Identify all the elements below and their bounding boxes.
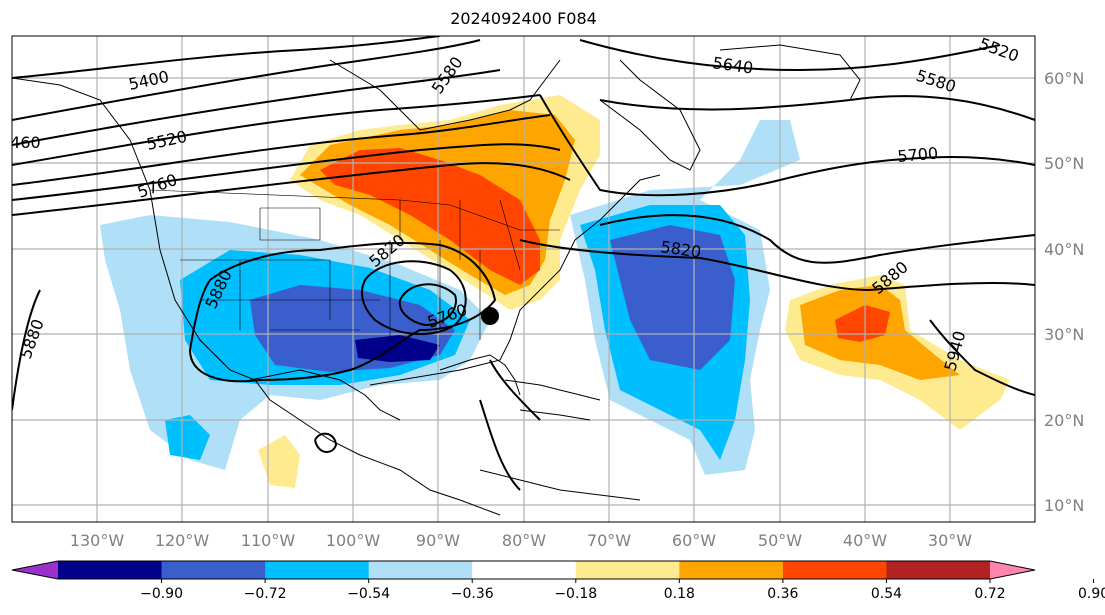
- colorbar-tick-label: −0.18: [554, 586, 597, 602]
- colorbar-swatch: [782, 561, 887, 579]
- latitude-label: 20°N: [1044, 411, 1084, 430]
- longitude-label: 30°W: [928, 531, 972, 550]
- longitude-label: 90°W: [416, 531, 460, 550]
- colorbar-extend-low: [12, 561, 58, 579]
- latitude-label: 30°N: [1044, 325, 1084, 344]
- colorbar: −0.90 −0.72 −0.54 −0.36 −0.18 0.18 0.36 0.54 0.7…: [11, 560, 1105, 602]
- colorbar-tick-label: 0.36: [767, 586, 798, 602]
- graticule: [12, 36, 1035, 522]
- height-contours: [12, 36, 1035, 491]
- latitude-label: 50°N: [1044, 154, 1084, 173]
- colorbar-outline: [11, 560, 1036, 580]
- negative-anomaly-west: [100, 215, 490, 470]
- colorbar-swatch: [265, 561, 370, 579]
- latitude-label: 60°N: [1044, 69, 1084, 88]
- colorbar-swatch: [368, 561, 473, 579]
- colorbar-swatch: [679, 561, 784, 579]
- longitude-label: 80°W: [502, 531, 546, 550]
- colorbar-tick-label: 0.72: [974, 586, 1005, 602]
- latitude-label: 10°N: [1044, 496, 1084, 515]
- coastlines: [12, 44, 861, 516]
- colorbar-swatch: [575, 561, 680, 579]
- colorbar-swatch: [472, 561, 577, 579]
- longitude-label: 50°W: [758, 531, 802, 550]
- map-frame: [11, 35, 1036, 523]
- longitude-label: 60°W: [672, 531, 716, 550]
- longitude-label: 120°W: [155, 531, 210, 550]
- contour-label: 5700: [897, 144, 939, 166]
- colorbar-tick-label: −0.36: [451, 586, 494, 602]
- colorbar-swatch: [58, 561, 163, 579]
- storm-center-marker: [481, 307, 499, 325]
- colorbar-tick-label: −0.72: [244, 586, 287, 602]
- colorbar-extend-high: [990, 561, 1035, 579]
- colorbar-swatch: [886, 561, 991, 579]
- longitude-label: 130°W: [70, 531, 125, 550]
- colorbar-tick-label: −0.54: [347, 586, 390, 602]
- contour-label: 5460: [0, 133, 41, 152]
- latitude-label: 40°N: [1044, 240, 1084, 259]
- colorbar-tick-label: −0.90: [140, 586, 183, 602]
- colorbar-swatch: [161, 561, 266, 579]
- map-title: 2024092400 F084: [450, 9, 597, 28]
- colorbar-tick-label: 0.54: [871, 586, 902, 602]
- map-panel: 5400 5460 5520 5580 5520 5640 5580 5700 …: [0, 36, 1035, 522]
- longitude-label: 40°W: [843, 531, 887, 550]
- latitude-axis: 60°N 50°N 40°N 30°N 20°N 10°N: [1044, 69, 1084, 515]
- longitude-label: 100°W: [326, 531, 381, 550]
- longitude-label: 110°W: [241, 531, 296, 550]
- colorbar-tick-label: 0.90: [1078, 586, 1105, 602]
- colorbar-tick-label: 0.18: [664, 586, 695, 602]
- longitude-label: 70°W: [587, 531, 631, 550]
- longitude-axis: 130°W 120°W 110°W 100°W 90°W 80°W 70°W 6…: [70, 531, 972, 550]
